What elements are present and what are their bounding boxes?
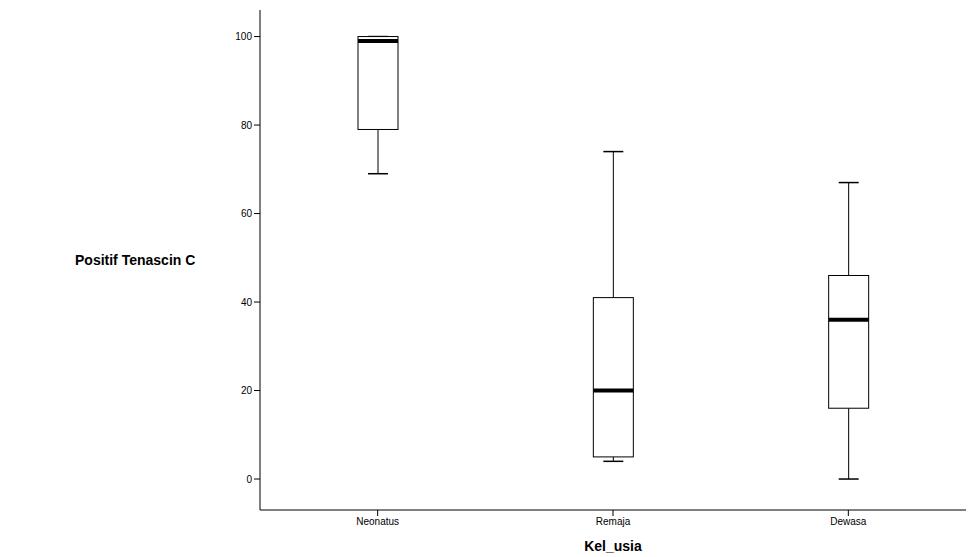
svg-text:Dewasa: Dewasa [830,516,867,527]
svg-text:Kel_usia: Kel_usia [584,538,642,554]
svg-text:80: 80 [241,120,253,131]
svg-text:40: 40 [241,297,253,308]
svg-text:100: 100 [235,31,252,42]
svg-text:20: 20 [241,385,253,396]
svg-text:Positif Tenascin C: Positif Tenascin C [75,252,195,268]
svg-text:Remaja: Remaja [596,516,631,527]
svg-text:Neonatus: Neonatus [356,516,399,527]
svg-text:60: 60 [241,208,253,219]
svg-text:0: 0 [246,474,252,485]
